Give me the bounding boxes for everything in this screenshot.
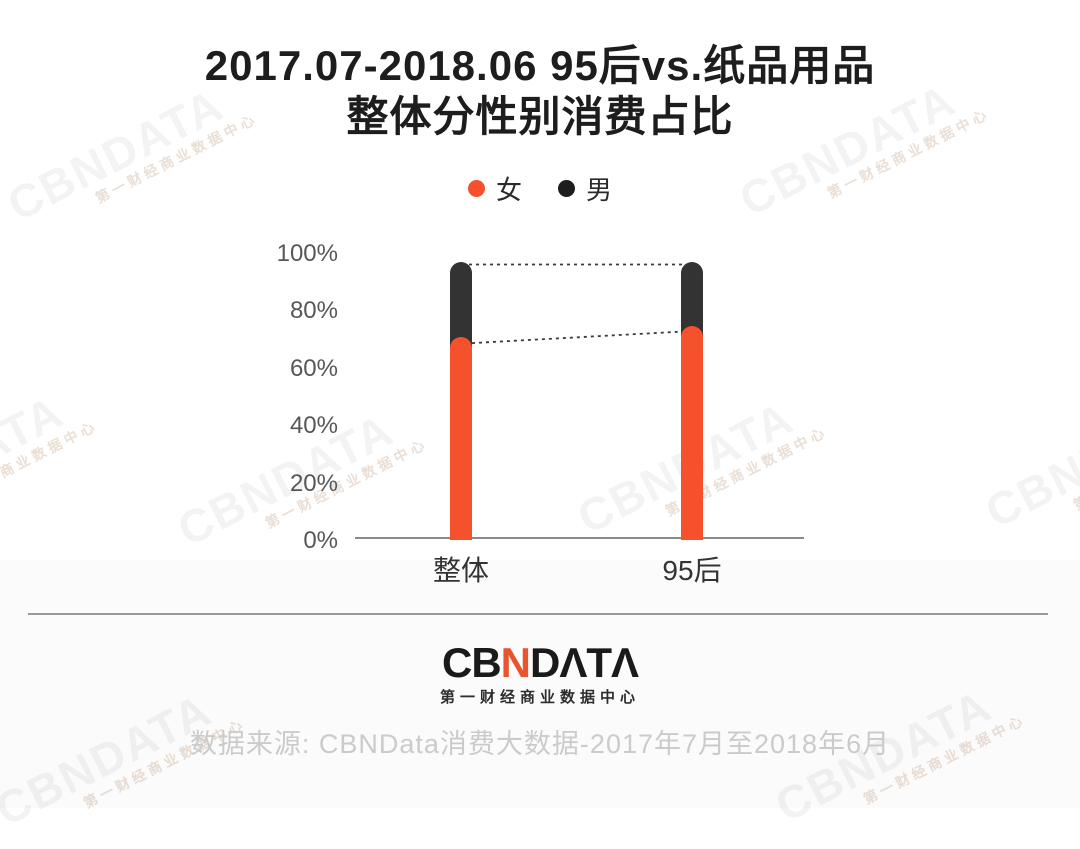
watermark-text: CBNDATA bbox=[0, 385, 72, 538]
legend-item-female: 女 bbox=[467, 170, 522, 207]
logo-subtitle: 第一财经商业数据中心 bbox=[439, 689, 640, 706]
x-axis-label-1: 95后 bbox=[662, 555, 722, 586]
connector-lines bbox=[469, 263, 684, 344]
watermark-text: CBNDATA bbox=[977, 385, 1080, 538]
logo-part-data: DΛTΛ bbox=[530, 639, 639, 686]
legend-dot-female-icon bbox=[467, 180, 485, 197]
y-axis-tick-100pct: 100% bbox=[276, 240, 338, 267]
chart-title-line2: 整体分性别消费占比 bbox=[346, 93, 734, 140]
x-axis-line bbox=[355, 537, 804, 539]
legend-item-male: 男 bbox=[558, 170, 612, 207]
x-axis-label-0: 整体 bbox=[432, 555, 489, 586]
watermark-subtext: 第一财经商业数据中心 bbox=[1070, 417, 1080, 514]
y-axis-tick-20pct: 20% bbox=[289, 469, 338, 497]
watermark: CBNDATA 第一财经商业数据中心 bbox=[977, 373, 1080, 552]
logo-part-n: N bbox=[500, 639, 531, 686]
y-axis-tick-0pct: 0% bbox=[303, 527, 338, 554]
data-source-text: 数据来源: CBNData消费大数据-2017年7月至2018年6月 bbox=[189, 729, 891, 759]
legend-label-male: 男 bbox=[586, 175, 613, 205]
plot-area: 整体 95后 bbox=[355, 250, 805, 586]
logo-part-cb: CB bbox=[441, 639, 502, 686]
bar-1-female-segment bbox=[681, 325, 703, 540]
chart-title: 2017.07-2018.06 95后vs.纸品用品 整体分性别消费占比 bbox=[0, 40, 1080, 142]
dashed-connector-female-top bbox=[471, 330, 682, 344]
y-axis-tick-labels: 100% 80% 60% 40% 20% 0% bbox=[238, 0, 338, 560]
chart-title-line1: 2017.07-2018.06 95后vs.纸品用品 bbox=[204, 42, 876, 89]
bar-0-female-segment bbox=[450, 337, 472, 540]
cbndata-logo: CBNDΛTΛ bbox=[0, 641, 1080, 685]
footer-divider bbox=[28, 613, 1048, 615]
watermark-subtext: 第一财经商业数据中心 bbox=[0, 417, 101, 514]
y-axis-tick-60pct: 60% bbox=[289, 354, 338, 382]
y-axis-tick-80pct: 80% bbox=[289, 297, 338, 325]
legend-label-female: 女 bbox=[495, 175, 522, 205]
chart-legend: 女 男 bbox=[0, 170, 1080, 207]
watermark: CBNDATA 第一财经商业数据中心 bbox=[0, 373, 101, 552]
y-axis-tick-40pct: 40% bbox=[289, 412, 338, 440]
legend-dot-male-icon bbox=[558, 180, 575, 197]
